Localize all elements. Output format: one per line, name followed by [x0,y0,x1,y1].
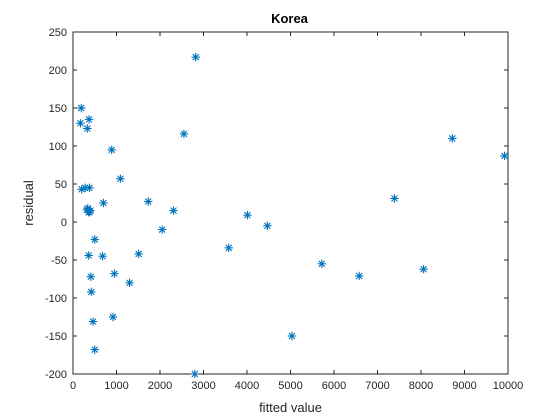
data-point [98,252,107,261]
data-point [85,183,94,192]
data-point [77,103,86,113]
x-tick-label: 0 [70,380,76,392]
y-tick-label: 100 [49,141,67,153]
x-axis-label: fitted value [259,400,322,415]
data-point [169,206,178,215]
data-point [287,331,297,341]
data-point [86,206,95,215]
data-point [99,198,108,208]
data-point [390,194,399,203]
data-point [134,249,143,259]
data-point [224,243,233,253]
data-point [144,197,153,206]
y-tick-label: 150 [49,103,67,115]
data-point [317,259,327,268]
data-point [110,269,119,278]
data-point [157,225,167,234]
x-tick-label: 10000 [493,380,524,392]
x-tick-label: 8000 [409,380,433,392]
plot-area [73,32,508,374]
y-axis-label: residual [21,180,36,226]
axes: 0 1000 2000 3000 4000 5000 6000 7000 8000 9000 100… [45,27,523,392]
data-point [83,124,92,133]
data-point [448,134,457,143]
data-point [84,115,94,124]
data-point [87,287,96,297]
x-tick-label: 7000 [365,380,389,392]
data-point [190,369,199,379]
x-tick-label: 4000 [235,380,259,392]
y-tick-label: -200 [45,369,67,381]
data-point [108,312,118,322]
data-point [90,345,99,354]
x-tick-label: 6000 [322,380,346,392]
data-point [355,271,364,281]
data-point [116,174,125,183]
x-tick-label: 5000 [278,380,302,392]
data-point [191,52,200,62]
y-tick-label: -100 [45,293,67,305]
data-point [419,264,428,274]
data-point [107,145,116,154]
data-point [179,129,189,139]
data-point [243,210,252,220]
data-point [90,235,99,244]
x-tick-label: 1000 [104,380,128,392]
y-tick-label: 200 [49,65,67,77]
y-tick-label: -150 [45,331,67,343]
y-tick-label: 50 [55,179,67,191]
data-point [84,251,93,260]
chart-title: Korea [271,11,309,26]
data-point [500,151,509,161]
y-tick-label: 250 [49,27,67,39]
data-point [88,317,98,326]
x-tick-label: 2000 [148,380,172,392]
data-markers [76,52,509,379]
y-tick-label: -50 [51,255,67,267]
data-point [125,278,134,287]
x-tick-label: 3000 [191,380,215,392]
data-point [86,272,96,281]
x-tick-label: 9000 [452,380,476,392]
y-tick-label: 0 [61,217,67,229]
data-point [263,221,272,230]
data-point [76,119,85,128]
